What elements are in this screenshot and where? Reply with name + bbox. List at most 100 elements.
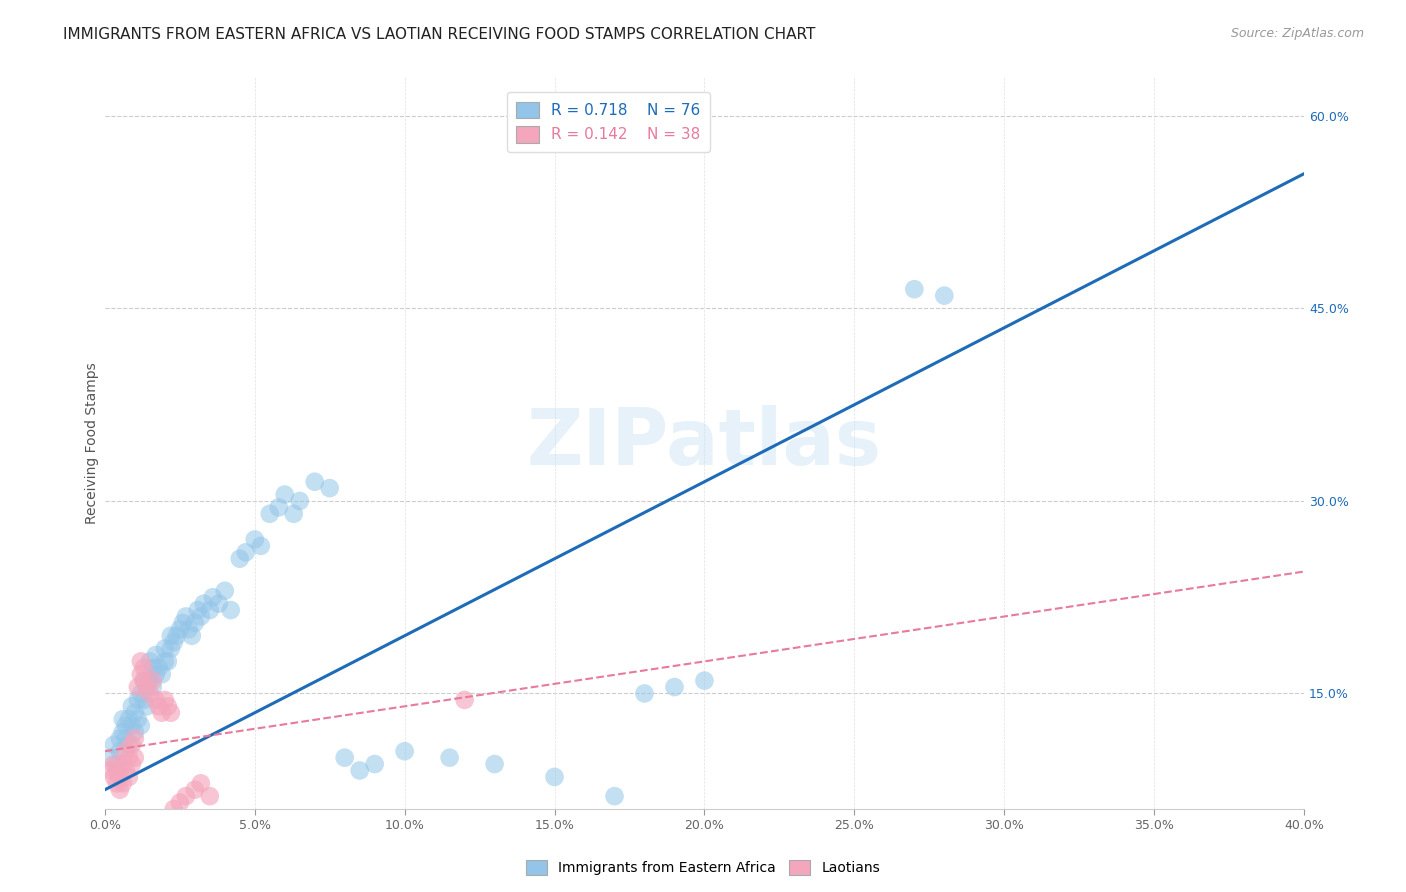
Point bbox=[142, 661, 165, 675]
Point bbox=[198, 603, 221, 617]
Point bbox=[108, 782, 131, 797]
Point bbox=[129, 654, 152, 668]
Point bbox=[129, 718, 152, 732]
Point bbox=[145, 648, 167, 662]
Text: IMMIGRANTS FROM EASTERN AFRICA VS LAOTIAN RECEIVING FOOD STAMPS CORRELATION CHAR: IMMIGRANTS FROM EASTERN AFRICA VS LAOTIA… bbox=[63, 27, 815, 42]
Y-axis label: Receiving Food Stamps: Receiving Food Stamps bbox=[86, 362, 100, 524]
Point bbox=[184, 615, 207, 630]
Point bbox=[180, 629, 202, 643]
Point bbox=[100, 764, 122, 778]
Point bbox=[214, 583, 236, 598]
Point bbox=[169, 623, 191, 637]
Point bbox=[190, 609, 212, 624]
Point bbox=[163, 802, 186, 816]
Point bbox=[142, 680, 165, 694]
Point bbox=[664, 680, 686, 694]
Point bbox=[127, 680, 149, 694]
Point bbox=[159, 629, 181, 643]
Point bbox=[148, 661, 170, 675]
Point bbox=[124, 731, 146, 746]
Text: ZIPatlas: ZIPatlas bbox=[527, 405, 882, 481]
Point bbox=[129, 686, 152, 700]
Point bbox=[111, 725, 134, 739]
Point bbox=[105, 764, 128, 778]
Point bbox=[121, 699, 143, 714]
Point bbox=[132, 693, 155, 707]
Legend: R = 0.718    N = 76, R = 0.142    N = 38: R = 0.718 N = 76, R = 0.142 N = 38 bbox=[508, 93, 710, 152]
Point bbox=[259, 507, 281, 521]
Point bbox=[159, 641, 181, 656]
Point bbox=[249, 539, 271, 553]
Point bbox=[103, 738, 125, 752]
Legend: Immigrants from Eastern Africa, Laotians: Immigrants from Eastern Africa, Laotians bbox=[520, 855, 886, 880]
Point bbox=[115, 731, 138, 746]
Point bbox=[121, 738, 143, 752]
Point bbox=[118, 712, 141, 726]
Point bbox=[103, 757, 125, 772]
Point bbox=[139, 673, 162, 688]
Point bbox=[111, 757, 134, 772]
Point bbox=[118, 738, 141, 752]
Point bbox=[103, 770, 125, 784]
Point bbox=[439, 750, 461, 764]
Point bbox=[903, 282, 925, 296]
Text: Source: ZipAtlas.com: Source: ZipAtlas.com bbox=[1230, 27, 1364, 40]
Point bbox=[934, 288, 956, 302]
Point bbox=[187, 603, 209, 617]
Point bbox=[633, 686, 655, 700]
Point bbox=[124, 750, 146, 764]
Point bbox=[333, 750, 356, 764]
Point bbox=[349, 764, 371, 778]
Point bbox=[150, 667, 173, 681]
Point bbox=[163, 635, 186, 649]
Point bbox=[453, 693, 475, 707]
Point bbox=[153, 693, 176, 707]
Point bbox=[394, 744, 416, 758]
Point bbox=[177, 623, 200, 637]
Point bbox=[108, 744, 131, 758]
Point bbox=[105, 776, 128, 790]
Point bbox=[156, 654, 179, 668]
Point bbox=[111, 776, 134, 790]
Point bbox=[145, 693, 167, 707]
Point bbox=[153, 654, 176, 668]
Point bbox=[304, 475, 326, 489]
Point bbox=[132, 673, 155, 688]
Point bbox=[288, 494, 311, 508]
Point bbox=[118, 750, 141, 764]
Point bbox=[229, 551, 252, 566]
Point bbox=[132, 661, 155, 675]
Point bbox=[693, 673, 716, 688]
Point bbox=[142, 673, 165, 688]
Point bbox=[111, 712, 134, 726]
Point bbox=[174, 609, 197, 624]
Point bbox=[135, 699, 157, 714]
Point bbox=[139, 686, 162, 700]
Point bbox=[115, 718, 138, 732]
Point bbox=[124, 706, 146, 720]
Point bbox=[156, 699, 179, 714]
Point bbox=[274, 487, 297, 501]
Point bbox=[108, 731, 131, 746]
Point bbox=[190, 776, 212, 790]
Point bbox=[201, 591, 224, 605]
Point bbox=[172, 615, 194, 630]
Point bbox=[235, 545, 257, 559]
Point bbox=[115, 764, 138, 778]
Point bbox=[127, 693, 149, 707]
Point bbox=[319, 481, 342, 495]
Point bbox=[100, 750, 122, 764]
Point bbox=[148, 699, 170, 714]
Point bbox=[184, 782, 207, 797]
Point bbox=[283, 507, 305, 521]
Point bbox=[135, 680, 157, 694]
Point bbox=[363, 757, 385, 772]
Point bbox=[124, 725, 146, 739]
Point bbox=[169, 796, 191, 810]
Point bbox=[115, 744, 138, 758]
Point bbox=[132, 673, 155, 688]
Point bbox=[166, 629, 188, 643]
Point bbox=[208, 597, 231, 611]
Point bbox=[193, 597, 215, 611]
Point bbox=[121, 718, 143, 732]
